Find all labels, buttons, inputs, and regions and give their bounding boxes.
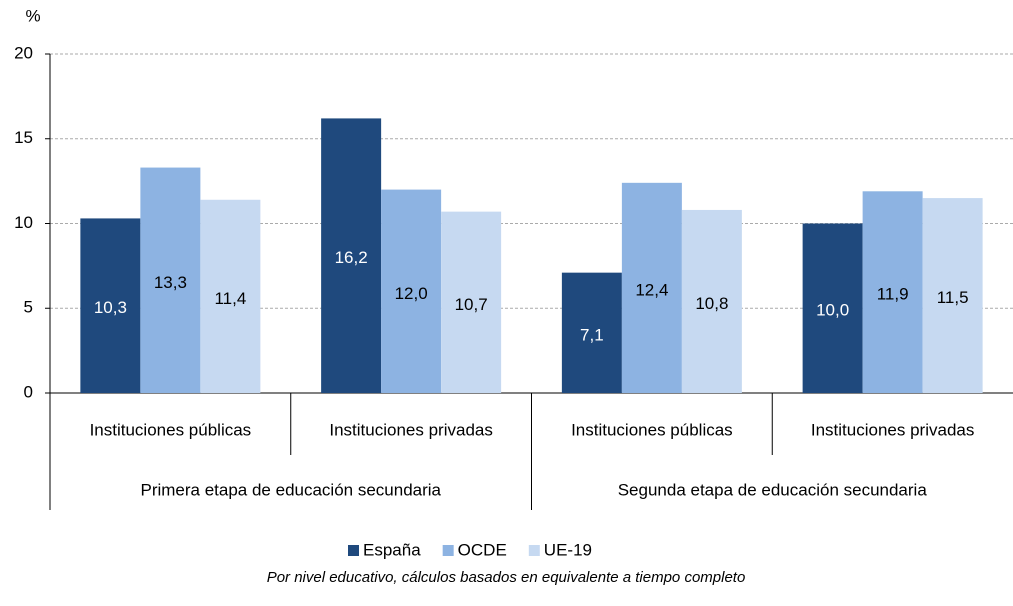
y-tick-label: 10 (14, 213, 33, 232)
data-label: 7,1 (580, 325, 604, 344)
y-tick-label: 15 (14, 128, 33, 147)
group-label: Primera etapa de educación secundaria (140, 480, 441, 499)
legend-swatch (528, 545, 540, 556)
data-label: 11,9 (877, 285, 909, 304)
data-label: 12,0 (395, 284, 428, 303)
bar (862, 191, 923, 393)
data-label: 10,8 (695, 294, 728, 313)
bar (140, 167, 201, 393)
y-tick-label: 0 (24, 382, 33, 401)
bar (922, 198, 983, 393)
x-tick-label: Instituciones privadas (329, 420, 492, 439)
bar (802, 223, 863, 393)
data-label: 16,2 (335, 248, 368, 267)
data-label: 10,0 (816, 301, 849, 320)
data-label: 10,3 (94, 298, 127, 317)
data-label: 10,7 (455, 295, 488, 314)
bar (621, 182, 682, 393)
group-label: Segunda etapa de educación secundaria (618, 480, 928, 499)
legend-label: OCDE (458, 540, 507, 559)
x-tick-label: Instituciones privadas (811, 420, 974, 439)
data-label: 12,4 (635, 280, 668, 299)
legend-swatch (442, 545, 454, 556)
data-label: 11,5 (937, 288, 969, 307)
bar (321, 118, 382, 393)
bar (681, 209, 742, 393)
legend-label: España (363, 540, 421, 559)
bar (381, 189, 442, 393)
bar (200, 199, 261, 393)
y-tick-label: 5 (24, 298, 33, 317)
subtitle: Por nivel educativo, cálculos basados en… (267, 569, 746, 586)
bar (80, 218, 141, 393)
y-tick-label: 20 (14, 43, 33, 62)
legend-swatch (348, 545, 359, 556)
legend-label: UE-19 (544, 540, 592, 559)
x-tick-label: Instituciones públicas (90, 420, 252, 439)
data-label: 11,4 (214, 289, 246, 308)
bar (561, 272, 622, 393)
y-axis-label: % (25, 6, 40, 25)
x-tick-label: Instituciones públicas (571, 420, 733, 439)
bar (441, 211, 502, 393)
data-label: 13,3 (154, 273, 187, 292)
